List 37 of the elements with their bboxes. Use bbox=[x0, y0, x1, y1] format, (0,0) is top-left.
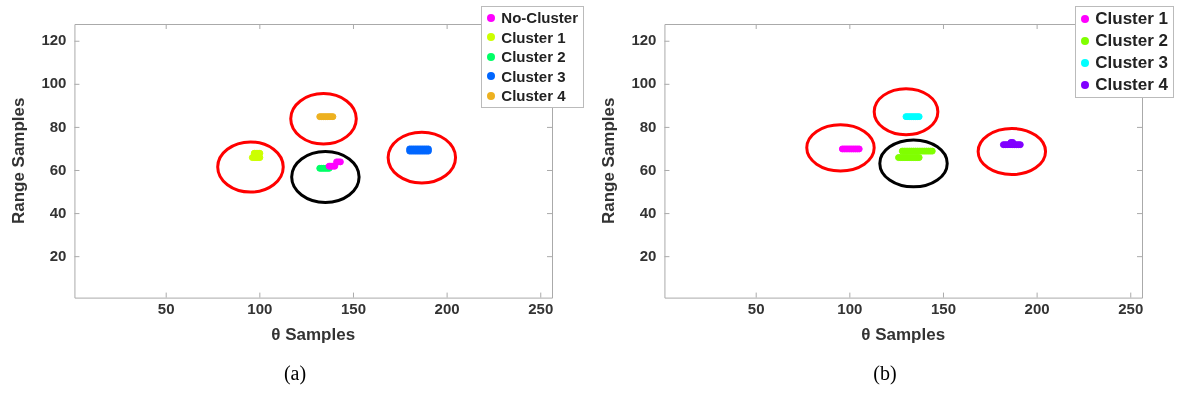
y-tick-label: 20 bbox=[639, 246, 657, 264]
y-tick-label: 40 bbox=[49, 203, 67, 221]
x-tick-label: 150 bbox=[930, 299, 956, 317]
x-axis-title: θ Samples bbox=[861, 325, 946, 345]
x-tick-label: 250 bbox=[1118, 299, 1144, 317]
x-tick-label: 200 bbox=[434, 299, 460, 317]
legend-label: Cluster 1 bbox=[501, 27, 566, 47]
x-tick-label: 150 bbox=[340, 299, 366, 317]
legend-label: Cluster 3 bbox=[1095, 52, 1168, 75]
y-tick-label: 60 bbox=[49, 160, 67, 178]
x-axis-title: θ Samples bbox=[271, 325, 356, 345]
text: (b) bbox=[872, 362, 898, 385]
x-tick-label: 100 bbox=[247, 299, 273, 317]
y-tick-label: 80 bbox=[639, 117, 657, 135]
x-tick-label: 50 bbox=[157, 299, 175, 317]
legend-label: Cluster 1 bbox=[1095, 8, 1168, 30]
y-tick-label: 60 bbox=[639, 160, 657, 178]
legend-label: Cluster 2 bbox=[1095, 30, 1168, 53]
x-tick-label: 250 bbox=[528, 299, 554, 317]
y-axis-title: Range Samples bbox=[8, 97, 28, 225]
x-tick-label: 100 bbox=[837, 299, 863, 317]
y-tick-label: 20 bbox=[49, 246, 67, 264]
text: (a) bbox=[282, 362, 308, 385]
y-axis-title: Range Samples bbox=[598, 97, 618, 225]
legend-label: No-Cluster bbox=[501, 8, 578, 28]
y-tick-label: 40 bbox=[639, 203, 657, 221]
legend-label: Cluster 3 bbox=[501, 66, 566, 86]
legend-label: Cluster 4 bbox=[501, 86, 566, 106]
legend-label: Cluster 4 bbox=[1095, 74, 1168, 97]
x-tick-label: 50 bbox=[747, 299, 765, 317]
y-tick-label: 80 bbox=[49, 117, 67, 135]
y-tick-label: 120 bbox=[41, 31, 67, 49]
y-tick-label: 100 bbox=[631, 74, 657, 92]
legend-label: Cluster 2 bbox=[501, 47, 566, 67]
y-tick-label: 100 bbox=[41, 74, 67, 92]
y-tick-label: 120 bbox=[631, 31, 657, 49]
x-tick-label: 200 bbox=[1024, 299, 1050, 317]
